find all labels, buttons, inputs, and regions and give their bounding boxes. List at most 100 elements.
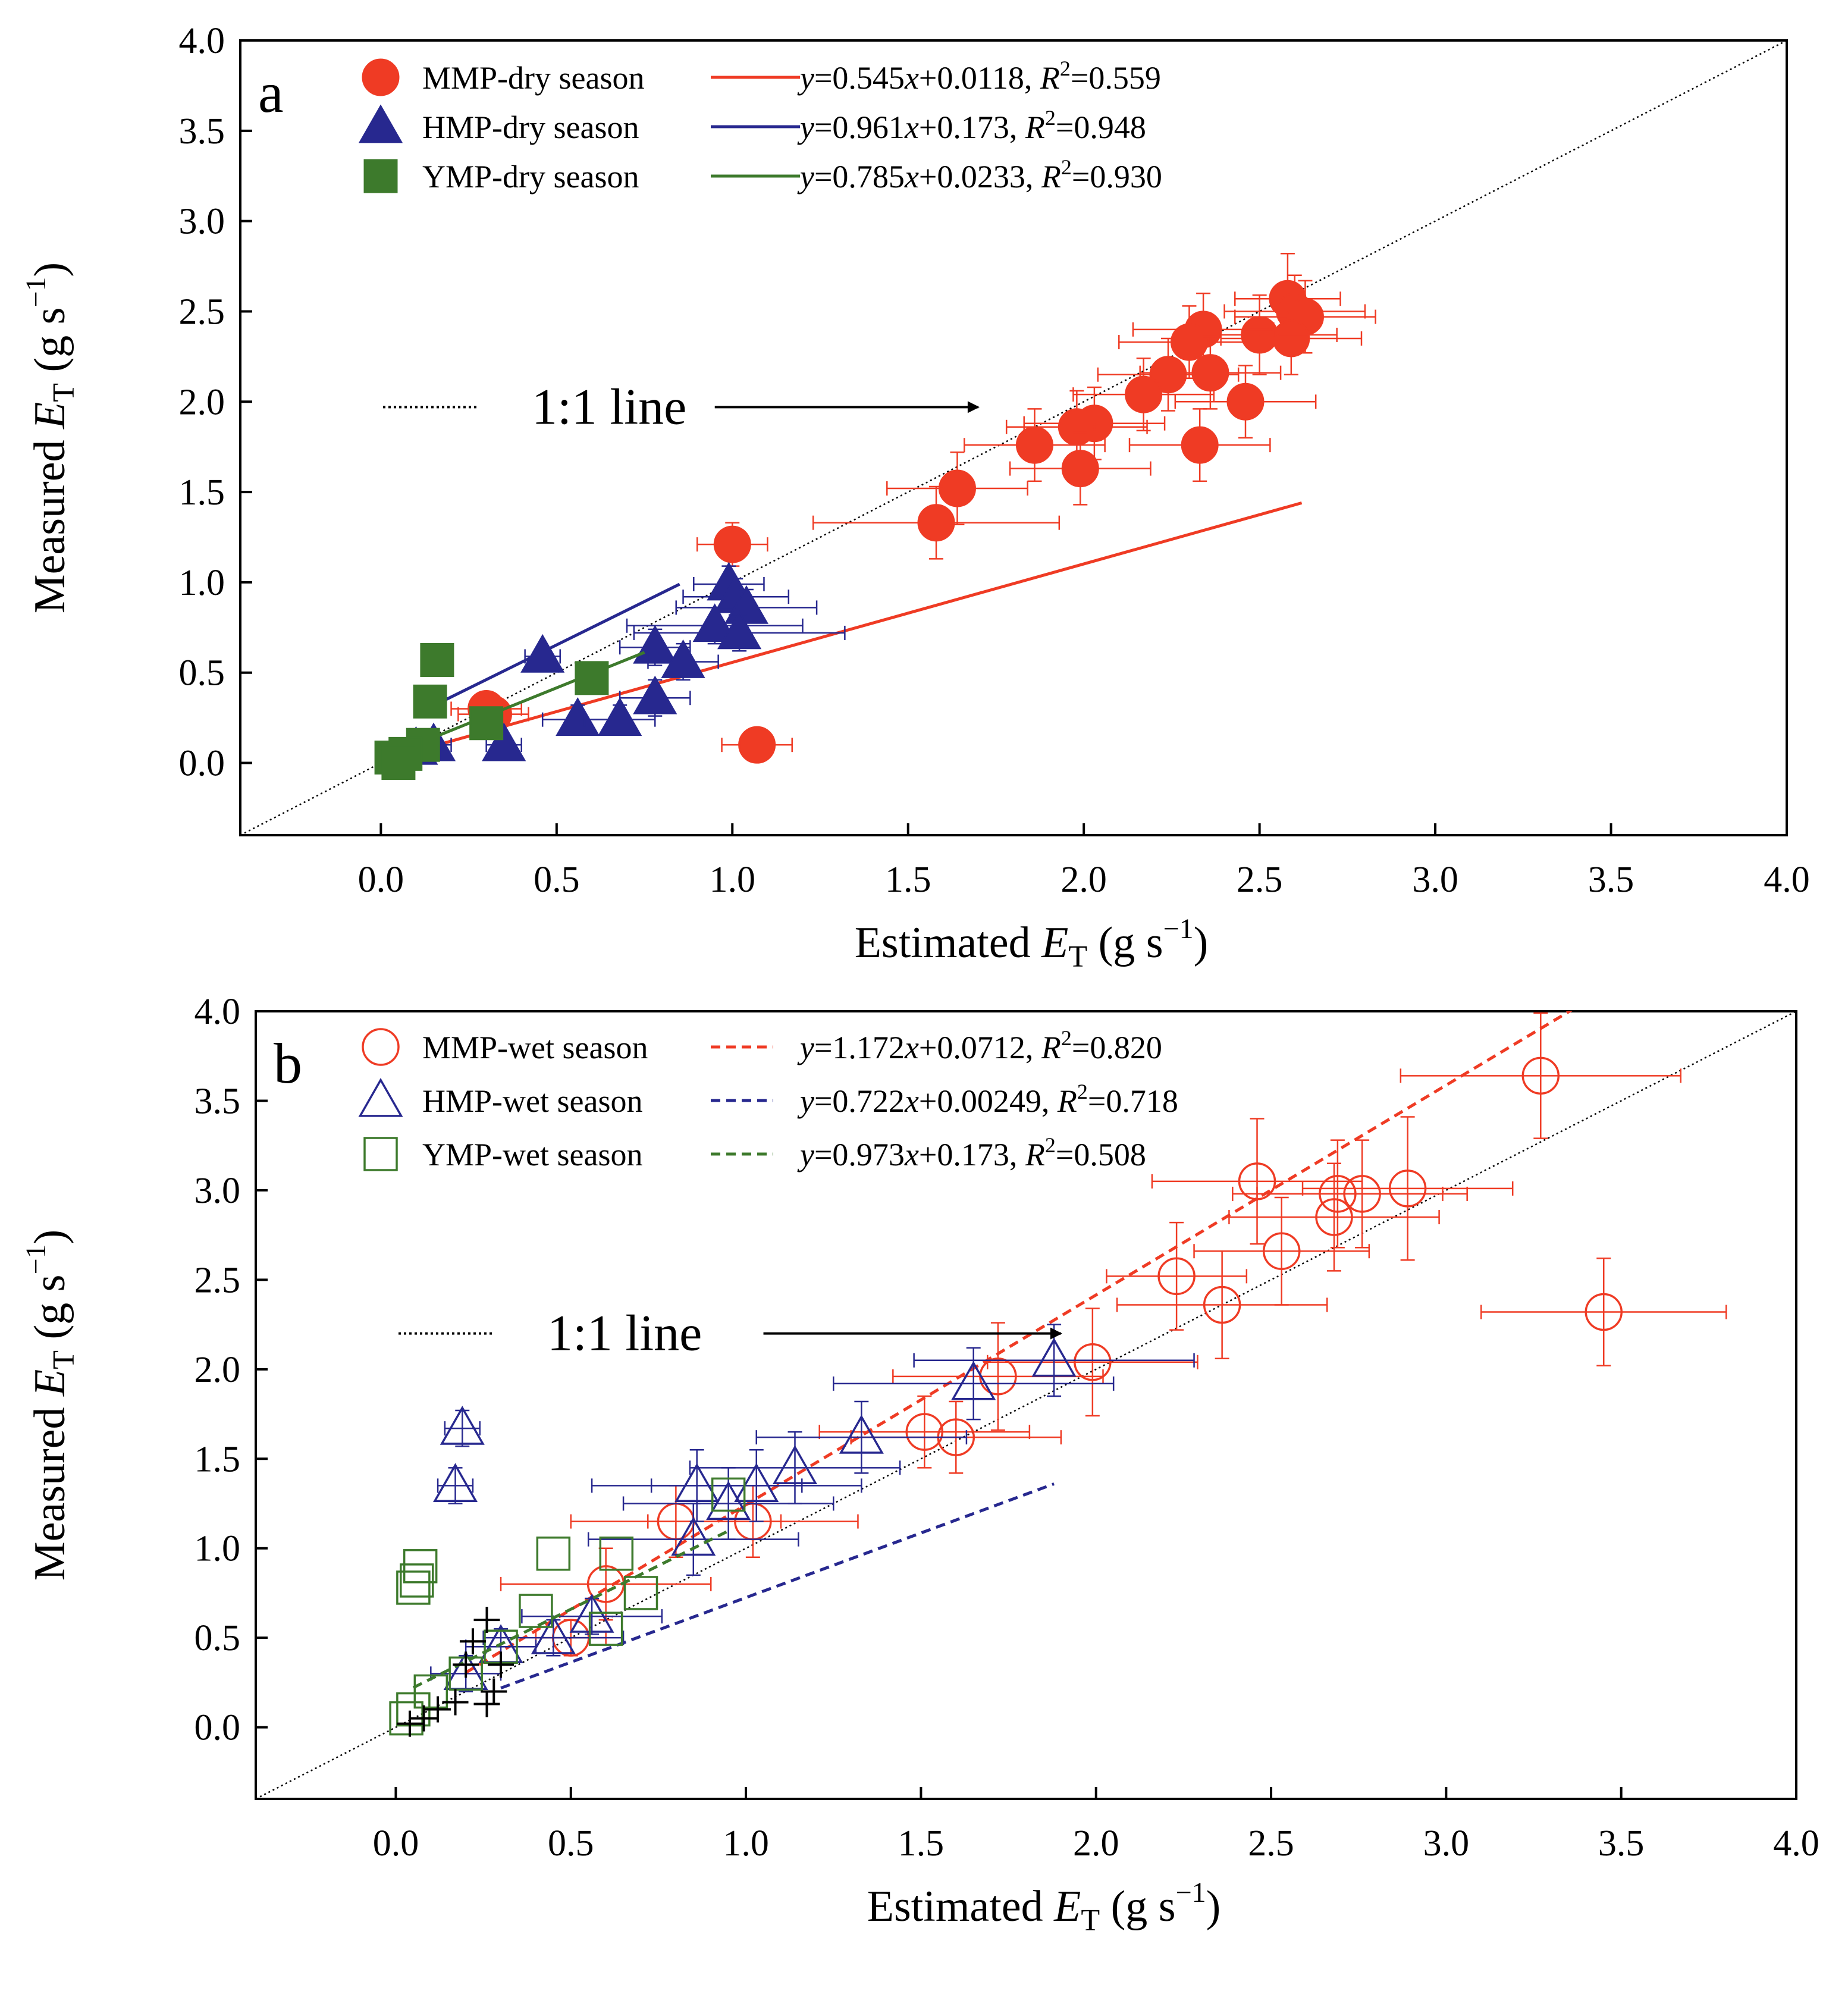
equation-var: x <box>904 1083 919 1119</box>
r2-eq: = <box>1072 1030 1090 1065</box>
r2-symbol: R <box>1040 60 1060 96</box>
equation-text: +0.0118 <box>919 60 1024 96</box>
x-tick-label: 2.5 <box>1237 860 1283 900</box>
data-point <box>633 610 846 652</box>
y-tick-label: 4.0 <box>179 21 225 61</box>
x-axis-label-sup: −1 <box>1176 1877 1206 1908</box>
point-triangle <box>1031 1337 1077 1377</box>
panel-a: 0.0 0.5 1.0 1.5 2.0 2.5 3.0 3.5 4.0 0.0 0.5 1.0 1.5 2… <box>20 21 1810 974</box>
equation-text: =0.785 <box>814 159 905 195</box>
x-axis-label-close: ) <box>1206 1882 1221 1931</box>
point-circle <box>938 469 976 507</box>
legend-entry-mmp: MMP-wet season y=1.172x+0.0712, R2=0.820 <box>362 1026 1162 1066</box>
r2-symbol: R <box>1041 159 1061 195</box>
point-triangle <box>839 1415 884 1454</box>
data-point <box>397 1710 423 1737</box>
legend-equation: y=0.785x+0.0233, R2=0.930 <box>797 155 1162 195</box>
r2-value: 0.559 <box>1088 60 1161 96</box>
point-triangle <box>692 603 737 642</box>
plot-frame <box>239 39 1788 836</box>
x-tick-label: 0.5 <box>548 1823 594 1864</box>
data-point <box>696 522 768 567</box>
data-point <box>987 1308 1198 1417</box>
panel-letter: b <box>274 1032 302 1095</box>
series-mmp <box>415 253 1376 764</box>
data-point <box>1174 365 1317 439</box>
data-point <box>913 1324 1195 1397</box>
r2-eq: = <box>1056 1137 1074 1172</box>
data-point <box>1116 1250 1328 1360</box>
legend-equation: y=0.961x+0.173, R2=0.948 <box>797 106 1146 145</box>
y-axis-label-text: Measured <box>26 1396 74 1581</box>
equation-text: +0.0233 <box>919 159 1025 195</box>
x-tick-label: 1.5 <box>885 860 931 900</box>
point-square <box>363 159 398 193</box>
point-circle <box>1521 1056 1560 1095</box>
data-point <box>519 1594 553 1628</box>
point-plus <box>488 1651 514 1678</box>
data-point <box>1106 1221 1248 1331</box>
data-point <box>400 1563 434 1598</box>
fit-line-mmp <box>465 1011 1573 1674</box>
data-point <box>575 661 609 695</box>
y-tick-label: 3.0 <box>194 1171 241 1211</box>
panel-letter: a <box>258 61 284 124</box>
y-axis-label: Measured ET (g s−1) <box>20 1230 81 1581</box>
data-point <box>396 1570 431 1605</box>
legend-label: MMP-wet season <box>422 1030 648 1065</box>
equation-var: x <box>904 109 919 145</box>
point-circle <box>738 726 776 764</box>
data-point <box>599 1537 634 1571</box>
series-extra <box>397 1607 514 1737</box>
series-hmp <box>430 1324 1195 1692</box>
series-mmp <box>465 1011 1727 1674</box>
legend-label: YMP-dry season <box>422 159 639 195</box>
y-tick-label: 0.0 <box>179 744 225 784</box>
point-triangle <box>951 1360 996 1400</box>
x-tick-label: 3.0 <box>1423 1823 1470 1864</box>
point-plus <box>425 1696 451 1723</box>
x-tick-label: 2.0 <box>1073 1823 1119 1864</box>
equation-sep: , <box>1025 1030 1041 1065</box>
point-circle <box>1074 1343 1112 1381</box>
legend-entry-hmp: HMP-wet season y=0.722x+0.00249, R2=0.718 <box>358 1077 1178 1119</box>
data-point <box>469 706 504 741</box>
point-triangle <box>520 634 565 673</box>
r2-eq: = <box>1071 60 1088 96</box>
data-point <box>536 1537 571 1571</box>
point-square <box>381 746 416 780</box>
data-point <box>623 1576 658 1610</box>
x-axis-label-close: ) <box>1194 918 1209 967</box>
r2-sup: 2 <box>1045 1133 1056 1157</box>
x-tick-label: 1.0 <box>723 1823 769 1864</box>
point-triangle <box>358 104 403 143</box>
point-circle <box>1149 356 1187 394</box>
x-tick-label: 4.0 <box>1764 860 1810 900</box>
equation-sep: , <box>1009 109 1025 145</box>
data-point <box>587 1503 799 1576</box>
equation-text: +0.173 <box>919 109 1009 145</box>
equation-var: x <box>904 159 919 195</box>
x-tick-label: 0.5 <box>534 860 580 900</box>
data-point <box>1009 431 1152 506</box>
data-point <box>675 585 818 627</box>
equation-var: y <box>797 1083 814 1119</box>
point-circle <box>1272 319 1310 358</box>
y-tick-label: 2.0 <box>194 1350 241 1390</box>
data-point <box>619 675 691 717</box>
legend-equation: y=0.545x+0.0118, R2=0.559 <box>797 57 1161 96</box>
equation-var: y <box>797 109 814 145</box>
x-axis-label-sub: T <box>1068 940 1087 974</box>
y-tick-label: 1.0 <box>179 563 225 603</box>
point-circle <box>1015 426 1053 464</box>
legend-label: MMP-dry season <box>422 60 645 96</box>
point-square <box>536 1537 571 1571</box>
data-point <box>473 1607 500 1634</box>
point-triangle <box>706 1481 751 1520</box>
legend-entry-hmp: HMP-dry season y=0.961x+0.173, R2=0.948 <box>358 104 1146 145</box>
point-triangle <box>734 1463 779 1503</box>
legend-label: YMP-wet season <box>422 1137 642 1172</box>
point-square <box>588 1611 623 1646</box>
data-point <box>521 1594 663 1635</box>
equation-var: x <box>904 60 919 96</box>
